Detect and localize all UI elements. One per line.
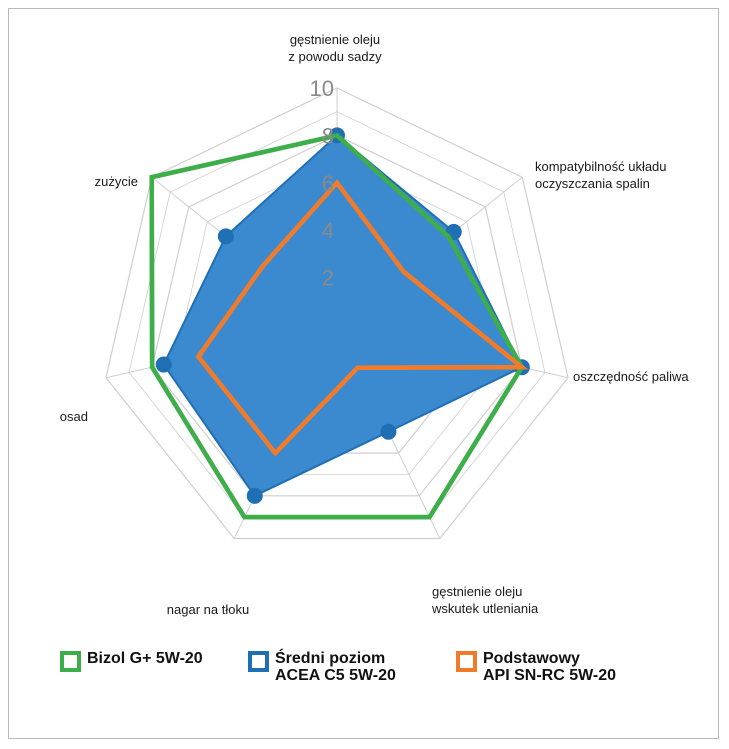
grid-ring-10 [105, 87, 569, 540]
axis-label-1-line-0: kompatybilność układu [535, 159, 667, 174]
axis-label-6-line-0: zużycie [95, 174, 138, 189]
legend-label-1-line-1: ACEA C5 5W-20 [275, 667, 396, 684]
radar-chart: 2 4 6 8 10 gęstnienie oleju z powodu sadzy kom… [60, 32, 690, 617]
series-line-2 [195, 179, 529, 457]
axis-label-1-line-1: oczyszczania spalin [535, 176, 650, 191]
legend-label-1-line-0: Średni poziom [275, 650, 386, 667]
series-1-point-5 [155, 356, 172, 373]
axis-label-6: zużycie [95, 174, 138, 189]
tick-label-10: 10 [310, 76, 334, 101]
tick-label-6: 6 [322, 171, 334, 196]
series-line-0 [149, 132, 525, 520]
series-area-1 [162, 134, 524, 498]
series-layer [149, 127, 530, 520]
legend-label-2-line-0: Podstawowy [483, 650, 580, 667]
legend-swatch-1 [248, 651, 269, 672]
legend-swatch-0 [60, 651, 81, 672]
axis-label-5: osad [60, 409, 88, 424]
series-1-point-6 [217, 228, 234, 245]
radial-ticks: 2 4 6 8 10 [310, 76, 334, 291]
tick-label-2: 2 [322, 266, 334, 291]
series-1-point-3 [380, 423, 397, 440]
axis-labels: gęstnienie oleju z powodu sadzy kompatybil… [60, 32, 690, 617]
axis-label-5-line-0: osad [60, 409, 88, 424]
chart-frame [8, 8, 719, 739]
grid-ring-8 [151, 134, 523, 497]
axis-label-3: gęstnienie oleju wskutek utleniania [431, 584, 539, 616]
legend-label-2-line-1: API SN-RC 5W-20 [483, 667, 617, 684]
axis-label-0-line-1: z powodu sadzy [288, 49, 382, 64]
axis-label-0: gęstnienie oleju z powodu sadzy [288, 32, 382, 64]
axis-label-2: oszczędność paliwa [573, 369, 689, 384]
axis-label-3-line-1: wskutek utleniania [431, 601, 539, 616]
legend-label-2: Podstawowy API SN-RC 5W-20 [483, 650, 616, 684]
axis-label-4: nagar na tłoku [167, 602, 249, 617]
tick-label-8: 8 [322, 123, 334, 148]
legend-swatch-2 [456, 651, 477, 672]
tick-label-4: 4 [322, 218, 334, 243]
legend-label-0-line-0: Bizol G+ 5W-20 [87, 650, 203, 667]
axis-label-4-line-0: nagar na tłoku [167, 602, 249, 617]
legend-label-0: Bizol G+ 5W-20 [87, 650, 203, 667]
axis-label-2-line-0: oszczędność paliwa [573, 369, 689, 384]
grid-ring-7 [174, 158, 500, 475]
legend-item-2: Podstawowy API SN-RC 5W-20 [456, 650, 616, 684]
legend-item-0: Bizol G+ 5W-20 [60, 650, 203, 672]
axis-label-3-line-0: gęstnienie oleju [432, 584, 522, 599]
legend-item-1: Średni poziom ACEA C5 5W-20 [248, 650, 396, 684]
series-1-point-4 [246, 487, 263, 504]
axis-label-0-line-0: gęstnienie oleju [290, 32, 380, 47]
legend-label-1: Średni poziom ACEA C5 5W-20 [275, 650, 396, 684]
legend: Bizol G+ 5W-20 Średni poziom ACEA C5 5W-20… [60, 650, 700, 710]
axis-label-1: kompatybilność układu oczyszczania spalin [535, 159, 667, 191]
